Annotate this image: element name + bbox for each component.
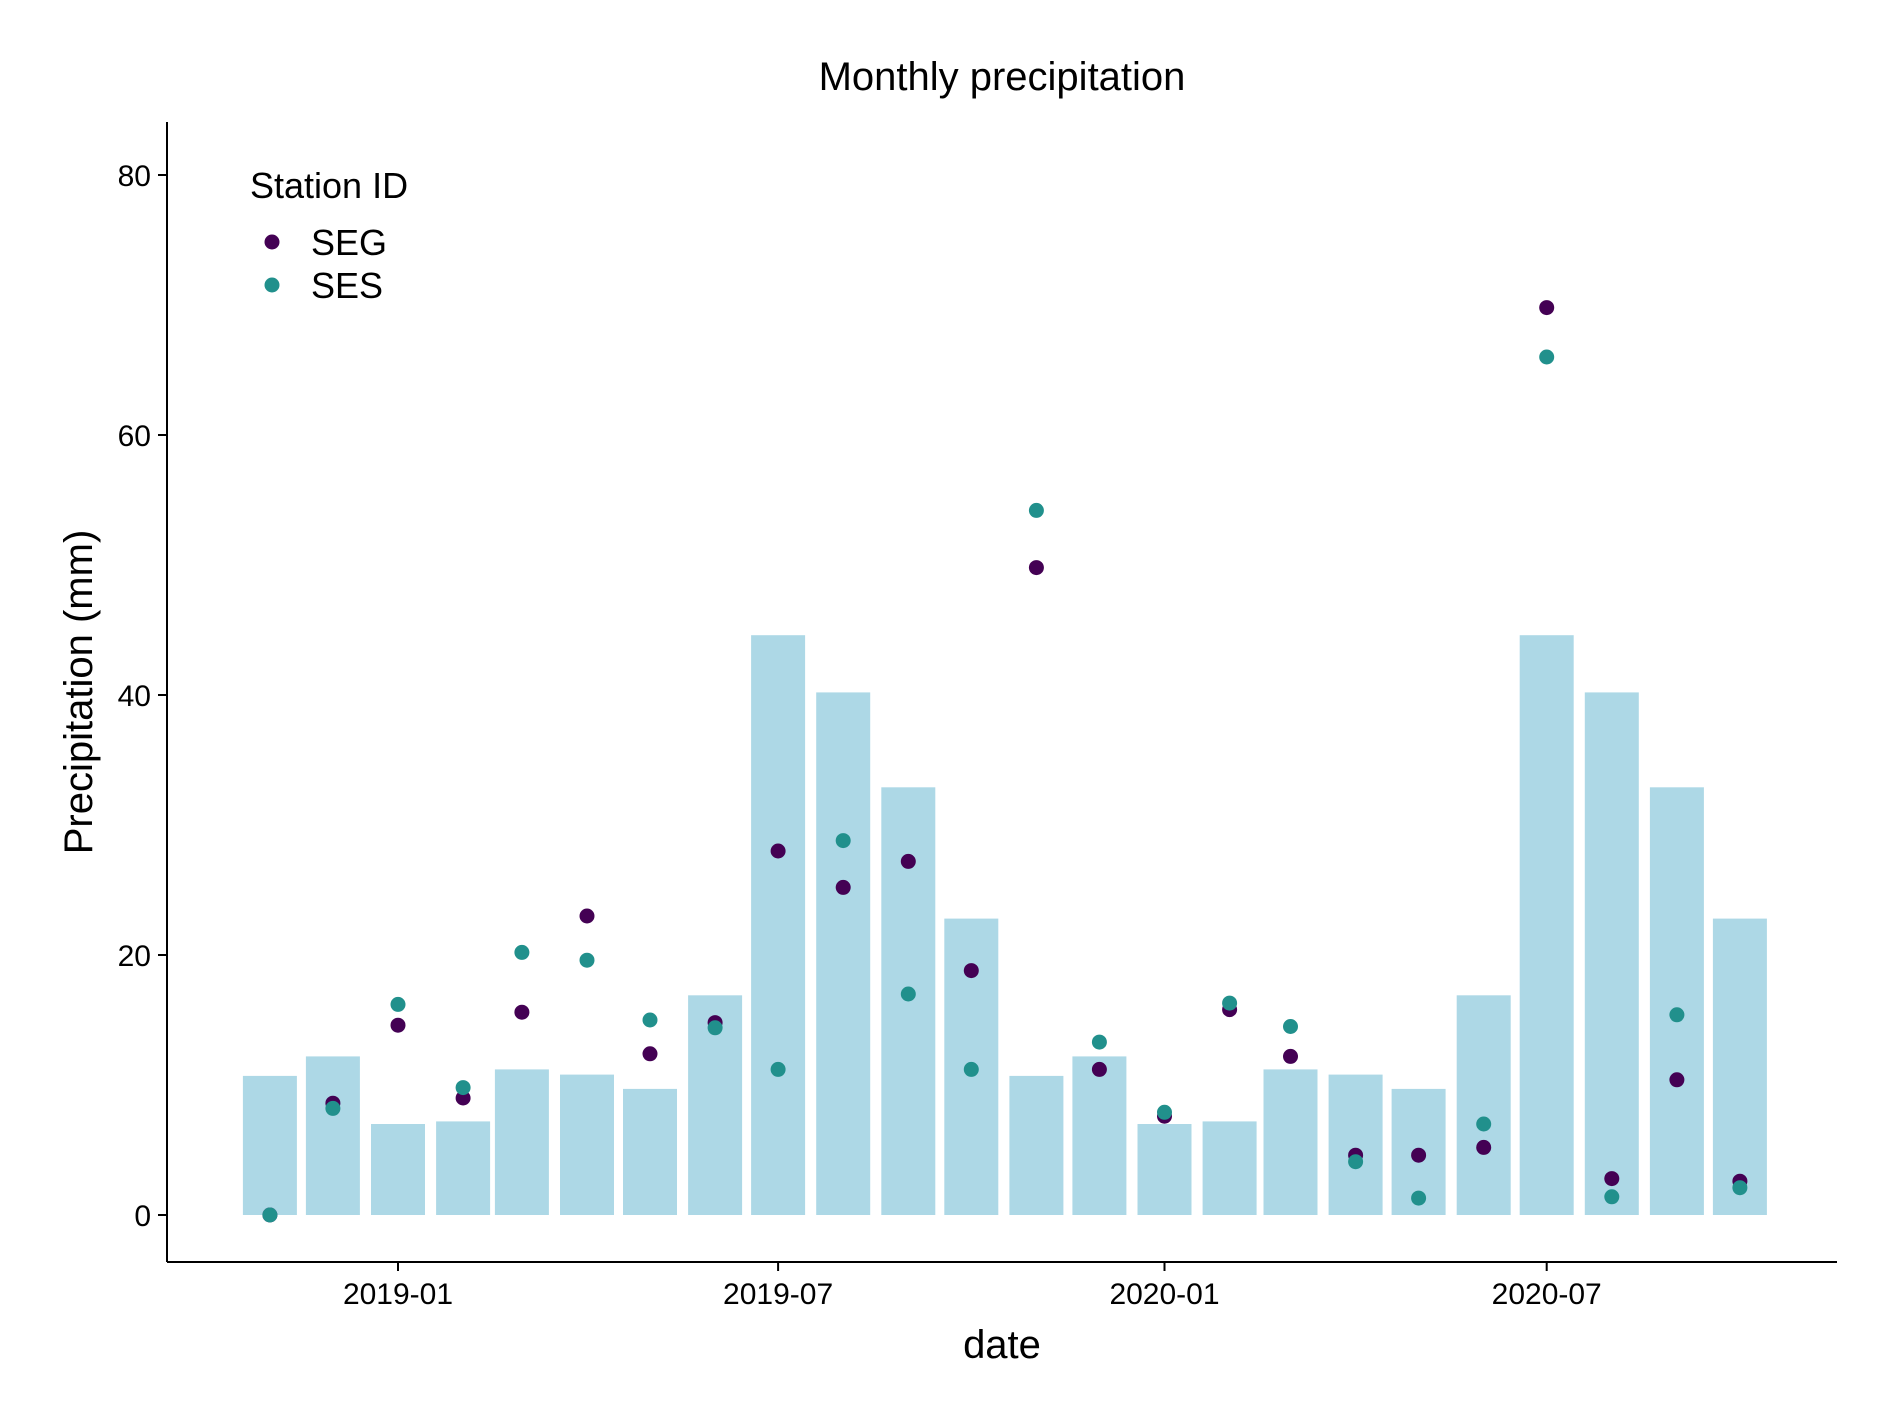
x-axis-ticks: 2019-01 2019-07 2020-01 2020-07 bbox=[343, 1262, 1602, 1311]
point-ses-2019-10 bbox=[963, 1061, 979, 1077]
x-tick-label-2020-07: 2020-07 bbox=[1492, 1278, 1602, 1311]
point-seg-2020-09 bbox=[1669, 1072, 1685, 1088]
legend: Station ID SEG SES bbox=[250, 165, 408, 306]
x-axis-title: date bbox=[963, 1323, 1041, 1367]
point-ses-2019-04 bbox=[579, 952, 595, 968]
legend-label-ses: SES bbox=[311, 265, 383, 306]
y-axis-title: Precipitation (mm) bbox=[57, 530, 101, 855]
bar-2019-08 bbox=[816, 692, 871, 1215]
x-tick-label-2020-01: 2020-01 bbox=[1109, 1278, 1219, 1311]
point-seg-2020-06 bbox=[1476, 1139, 1492, 1155]
chart-title: Monthly precipitation bbox=[819, 55, 1186, 99]
point-ses-2019-08 bbox=[835, 833, 851, 849]
bar-2019-12 bbox=[1072, 1056, 1127, 1215]
legend-title: Station ID bbox=[250, 165, 408, 206]
point-ses-2020-06 bbox=[1476, 1116, 1492, 1132]
point-ses-2019-01 bbox=[390, 996, 406, 1012]
y-tick-label-20: 20 bbox=[118, 940, 151, 973]
y-tick-label-60: 60 bbox=[118, 420, 151, 453]
point-ses-2020-03 bbox=[1283, 1019, 1298, 1034]
point-ses-2020-01 bbox=[1157, 1104, 1172, 1120]
point-ses-2019-05 bbox=[642, 1012, 658, 1028]
point-ses-2019-02 bbox=[455, 1080, 471, 1096]
legend-label-seg: SEG bbox=[311, 222, 387, 263]
point-ses-2019-12 bbox=[1091, 1034, 1107, 1050]
point-ses-2020-05 bbox=[1411, 1190, 1427, 1206]
bar-2018-12 bbox=[305, 1056, 360, 1215]
legend-marker-seg bbox=[264, 234, 280, 250]
point-ses-2019-11 bbox=[1028, 502, 1044, 518]
bar-2020-04 bbox=[1328, 1074, 1383, 1215]
bar-2020-06 bbox=[1456, 995, 1511, 1215]
point-ses-2020-02 bbox=[1222, 995, 1238, 1011]
bar-2019-11 bbox=[1009, 1075, 1064, 1215]
bar-2019-07 bbox=[751, 635, 806, 1215]
point-seg-2019-08 bbox=[835, 879, 851, 895]
bar-2020-01 bbox=[1137, 1124, 1192, 1215]
y-tick-label-40: 40 bbox=[118, 680, 151, 713]
point-seg-2019-12 bbox=[1091, 1061, 1107, 1077]
point-ses-2019-06 bbox=[707, 1020, 723, 1036]
bar-2019-02 bbox=[436, 1121, 491, 1215]
point-seg-2020-05 bbox=[1411, 1147, 1427, 1163]
point-seg-2019-03 bbox=[514, 1004, 530, 1020]
point-ses-2019-09 bbox=[900, 986, 916, 1002]
point-ses-2019-07 bbox=[770, 1061, 786, 1077]
point-seg-2019-07 bbox=[770, 843, 786, 859]
x-tick-label-2019-07: 2019-07 bbox=[723, 1278, 833, 1311]
bars-layer bbox=[242, 635, 1767, 1215]
y-tick-label-80: 80 bbox=[118, 160, 151, 193]
point-ses-2018-11 bbox=[262, 1207, 278, 1223]
bar-2019-04 bbox=[560, 1074, 614, 1215]
point-seg-2020-03 bbox=[1283, 1048, 1298, 1064]
bar-2019-01 bbox=[371, 1124, 425, 1215]
legend-marker-ses bbox=[264, 277, 280, 293]
point-seg-2019-10 bbox=[963, 963, 979, 979]
bar-2018-11 bbox=[242, 1075, 297, 1215]
bar-2019-05 bbox=[623, 1088, 677, 1215]
point-seg-2020-07 bbox=[1539, 300, 1555, 316]
bar-2020-07 bbox=[1519, 635, 1574, 1215]
point-ses-2019-03 bbox=[514, 944, 530, 960]
point-ses-2020-07 bbox=[1539, 349, 1555, 365]
bar-2020-02 bbox=[1202, 1121, 1257, 1215]
bar-2020-10 bbox=[1712, 918, 1767, 1215]
points-layer bbox=[262, 300, 1748, 1223]
x-tick-label-2019-01: 2019-01 bbox=[343, 1278, 453, 1311]
bar-2019-03 bbox=[494, 1069, 549, 1215]
bar-2020-09 bbox=[1649, 787, 1704, 1215]
point-seg-2019-02 bbox=[455, 1090, 471, 1106]
point-ses-2020-04 bbox=[1348, 1154, 1364, 1170]
point-seg-2019-05 bbox=[642, 1046, 658, 1062]
point-seg-2019-04 bbox=[579, 908, 595, 924]
point-ses-2020-08 bbox=[1604, 1189, 1620, 1205]
point-seg-2019-01 bbox=[390, 1017, 406, 1033]
bar-2020-03 bbox=[1263, 1069, 1318, 1215]
y-tick-label-0: 0 bbox=[134, 1200, 151, 1233]
point-seg-2019-11 bbox=[1028, 560, 1044, 576]
point-seg-2020-08 bbox=[1604, 1171, 1620, 1187]
bar-2020-08 bbox=[1584, 692, 1639, 1215]
y-axis-ticks: 0 20 40 60 80 bbox=[118, 160, 167, 1233]
point-seg-2019-09 bbox=[900, 853, 916, 869]
point-ses-2018-12 bbox=[325, 1100, 341, 1116]
point-ses-2020-09 bbox=[1669, 1007, 1685, 1023]
point-ses-2020-10 bbox=[1732, 1180, 1748, 1196]
